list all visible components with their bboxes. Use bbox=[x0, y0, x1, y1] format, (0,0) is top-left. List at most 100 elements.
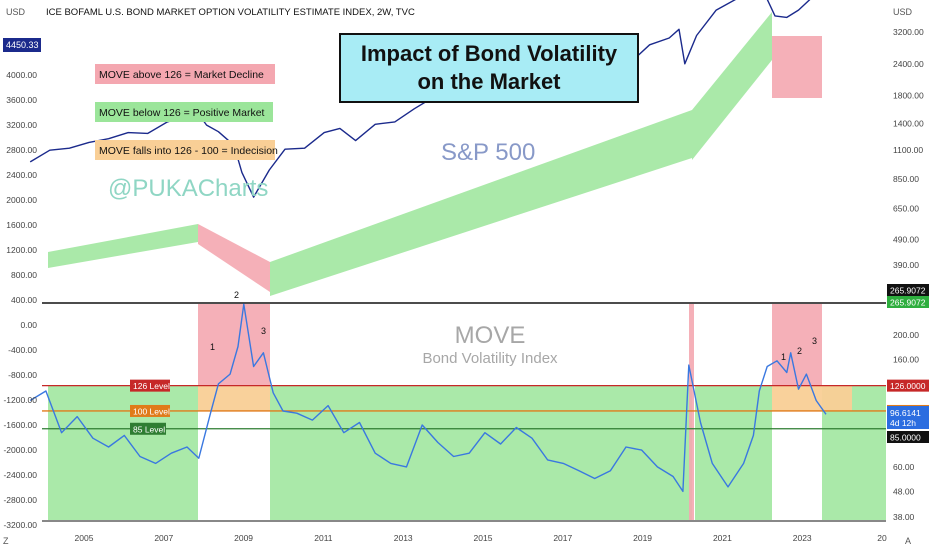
legend-box-text: MOVE falls into 126 - 100 = Indecision bbox=[99, 145, 278, 157]
right-axis-tick: 200.00 bbox=[893, 330, 919, 340]
left-axis-tick: -1600.00 bbox=[3, 420, 37, 430]
red-band bbox=[772, 304, 822, 386]
right-axis-tick: 2400.00 bbox=[893, 59, 924, 69]
red-channel bbox=[198, 224, 270, 292]
right-axis-tick: 1800.00 bbox=[893, 91, 924, 101]
right-axis-tick: 490.00 bbox=[893, 235, 919, 245]
x-axis-tick: 2019 bbox=[633, 533, 652, 543]
handle-label: @PUKACharts bbox=[108, 175, 268, 202]
right-axis-tick: 38.00 bbox=[893, 512, 915, 522]
left-axis-tick: 1200.00 bbox=[6, 245, 37, 255]
peak-number: 2 bbox=[797, 346, 802, 356]
orange-band bbox=[198, 385, 270, 411]
left-axis-tick: 800.00 bbox=[11, 270, 37, 280]
peak-number: 2 bbox=[234, 290, 239, 300]
level-85-tag: 85 Level bbox=[133, 424, 165, 434]
price-tag-top1-bg bbox=[887, 284, 929, 296]
right-axis-tick: 850.00 bbox=[893, 174, 919, 184]
left-axis-tick: -2000.00 bbox=[3, 445, 37, 455]
level-100-tag-bg bbox=[130, 404, 170, 417]
left-axis-tick: 3200.00 bbox=[6, 120, 37, 130]
peak-number: 3 bbox=[812, 336, 817, 346]
headline-line2: on the Market bbox=[417, 69, 561, 94]
move-subtitle: Bond Volatility Index bbox=[422, 350, 558, 367]
x-axis-tick: 2007 bbox=[154, 533, 173, 543]
price-tag-top2: 265.9072 bbox=[890, 298, 926, 308]
left-axis-tick: -1200.00 bbox=[3, 395, 37, 405]
price-tag-current-bg bbox=[887, 406, 929, 429]
red-band bbox=[689, 304, 694, 520]
x-axis-tick: 20 bbox=[877, 533, 887, 543]
peak-number: 1 bbox=[781, 352, 786, 362]
legend-box bbox=[95, 140, 275, 160]
right-axis-tick: 3200.00 bbox=[893, 27, 924, 37]
left-axis-tick: -2800.00 bbox=[3, 495, 37, 505]
red-band bbox=[198, 304, 270, 386]
left-axis-tick: 2000.00 bbox=[6, 195, 37, 205]
level-126-tag-bg bbox=[130, 379, 170, 392]
left-axis-tick: -400.00 bbox=[8, 345, 37, 355]
price-tag-top2-bg bbox=[887, 296, 929, 308]
price-tag-current-sub: 4d 12h bbox=[890, 418, 916, 428]
price-tag-current: 96.6141 bbox=[890, 408, 921, 418]
last-price-left: 4450.33 bbox=[6, 40, 39, 50]
left-axis-tick: 4000.00 bbox=[6, 70, 37, 80]
x-axis-tick: 2009 bbox=[234, 533, 253, 543]
green-channel bbox=[270, 110, 692, 296]
left-axis-tick: 2800.00 bbox=[6, 145, 37, 155]
x-axis-tick: 2017 bbox=[553, 533, 572, 543]
green-band bbox=[695, 385, 772, 520]
left-axis-tick: 2400.00 bbox=[6, 170, 37, 180]
price-tag-126-bg bbox=[887, 379, 929, 392]
green-band bbox=[48, 385, 198, 520]
left-axis-tick: -3200.00 bbox=[3, 520, 37, 530]
right-axis-tick: 48.00 bbox=[893, 486, 915, 496]
right-axis-tick: 650.00 bbox=[893, 203, 919, 213]
right-axis-tick: 1400.00 bbox=[893, 119, 924, 129]
price-tag-top1: 265.9072 bbox=[890, 286, 926, 296]
price-tag-85: 85.0000 bbox=[890, 433, 921, 443]
legend-box bbox=[95, 64, 275, 84]
left-axis-tick: 3600.00 bbox=[6, 95, 37, 105]
legend-box bbox=[95, 102, 273, 122]
green-band bbox=[270, 385, 692, 520]
legend-box-text: MOVE below 126 = Positive Market bbox=[99, 107, 265, 119]
right-axis-tick: 160.00 bbox=[893, 354, 919, 364]
corner-label-right: A bbox=[905, 536, 911, 546]
green-channel bbox=[48, 224, 198, 268]
move-title: MOVE bbox=[455, 322, 526, 349]
green-channel bbox=[692, 12, 772, 160]
right-axis-tick: 390.00 bbox=[893, 260, 919, 270]
right-axis-tick: 60.00 bbox=[893, 462, 915, 472]
x-axis-tick: 2005 bbox=[75, 533, 94, 543]
x-axis-tick: 2021 bbox=[713, 533, 732, 543]
level-100-tag: 100 Level bbox=[133, 406, 170, 416]
price-tag-85-bg bbox=[887, 431, 929, 443]
red-box bbox=[772, 36, 822, 98]
currency-right: USD bbox=[893, 7, 913, 17]
currency-left: USD bbox=[6, 7, 26, 17]
left-axis-tick: -2400.00 bbox=[3, 470, 37, 480]
peak-number: 3 bbox=[261, 326, 266, 336]
x-axis-tick: 2015 bbox=[474, 533, 493, 543]
sp500-label: S&P 500 bbox=[441, 139, 535, 166]
level-85-tag-bg bbox=[130, 422, 166, 435]
corner-label-left: Z bbox=[3, 536, 9, 546]
x-axis-tick: 2023 bbox=[793, 533, 812, 543]
left-axis-tick: 1600.00 bbox=[6, 220, 37, 230]
price-tag-126: 126.0000 bbox=[890, 381, 926, 391]
chart-title: ICE BOFAML U.S. BOND MARKET OPTION VOLAT… bbox=[46, 7, 415, 18]
x-axis-tick: 2013 bbox=[394, 533, 413, 543]
right-axis-tick: 1100.00 bbox=[893, 145, 923, 155]
last-price-tag bbox=[3, 38, 41, 52]
headline-line1: Impact of Bond Volatility bbox=[361, 41, 618, 66]
headline-box bbox=[339, 33, 639, 103]
left-axis-tick: 0.00 bbox=[20, 320, 37, 330]
left-axis-tick: -800.00 bbox=[8, 370, 37, 380]
move-line bbox=[29, 303, 827, 493]
x-axis-tick: 2011 bbox=[314, 533, 333, 543]
level-126-tag: 126 Level bbox=[133, 381, 170, 391]
legend-box-text: MOVE above 126 = Market Decline bbox=[99, 69, 264, 81]
